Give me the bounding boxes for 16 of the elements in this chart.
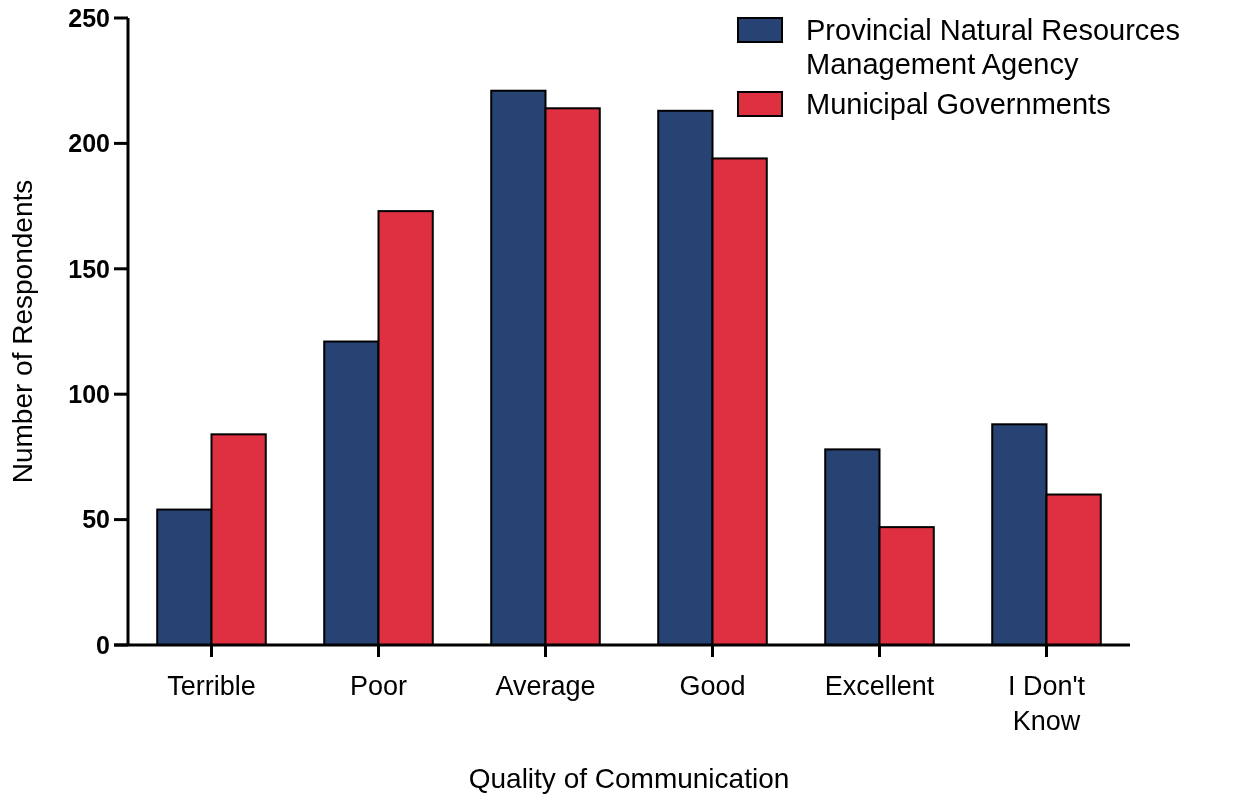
legend-label: Provincial Natural Resources Management Agency — [806, 14, 1180, 80]
x-tick-label: Poor — [349, 671, 408, 701]
y-tick-label: 200 — [68, 129, 110, 158]
x-tick-label: I Don't Know — [1007, 671, 1086, 736]
y-axis-title: Number of Respondents — [7, 179, 38, 484]
x-tick-label: Good — [679, 671, 746, 701]
x-tick-label: Average — [495, 671, 596, 701]
y-tick-label: 50 — [82, 505, 110, 534]
x-axis-title: Quality of Communication — [468, 763, 790, 794]
x-tick-label: Terrible — [167, 671, 256, 701]
y-tick-label: 250 — [68, 3, 110, 32]
y-tick-label: 150 — [68, 254, 110, 283]
y-tick-label: 0 — [96, 630, 110, 659]
y-tick-label: 100 — [68, 379, 110, 408]
legend-label: Municipal Governments — [806, 88, 1111, 120]
x-tick-label: Excellent — [824, 671, 935, 701]
